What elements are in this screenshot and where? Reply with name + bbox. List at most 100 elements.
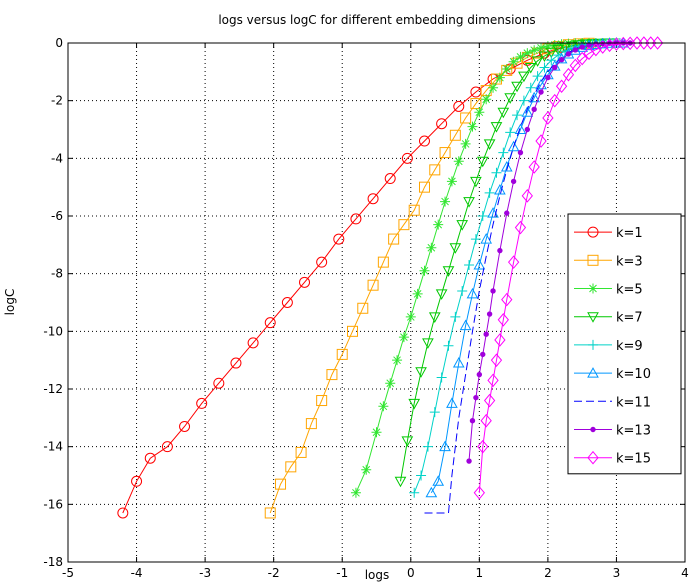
data-point-k-7 — [422, 338, 434, 349]
data-point-k-9 — [498, 147, 509, 158]
y-axis-label: logC — [3, 289, 17, 316]
data-point-k-5 — [361, 464, 372, 475]
data-point-k-1 — [453, 100, 465, 112]
data-point-k-5 — [481, 94, 492, 105]
data-point-k-5 — [378, 401, 389, 412]
data-point-k-15 — [477, 439, 489, 454]
data-point-k-7 — [545, 47, 558, 59]
data-point-k-1 — [230, 357, 242, 369]
data-point-k-7 — [463, 197, 475, 208]
y-tick-label: -8 — [51, 267, 63, 281]
legend-marker-k-3 — [587, 254, 599, 266]
plot-frame — [67, 42, 686, 563]
data-point-k-15 — [490, 353, 503, 367]
data-point-k-9 — [505, 127, 516, 138]
data-point-k-15 — [562, 67, 575, 82]
data-point-k-7 — [511, 81, 523, 93]
data-point-k-10 — [521, 106, 534, 117]
data-point-k-9 — [436, 372, 447, 383]
data-point-k-1 — [281, 297, 293, 308]
data-point-k-9 — [464, 260, 475, 271]
data-point-k-3 — [470, 98, 482, 110]
data-point-k-13 — [545, 74, 551, 81]
data-point-k-3 — [275, 478, 287, 490]
data-point-k-5 — [426, 242, 437, 253]
data-point-k-13 — [480, 351, 486, 358]
y-tick-label: -4 — [51, 151, 63, 165]
legend-marker-k-10 — [587, 367, 599, 378]
data-point-k-3 — [429, 164, 441, 176]
data-point-k-1 — [161, 441, 173, 453]
data-point-k-5 — [474, 107, 485, 118]
data-point-k-5 — [350, 487, 361, 498]
series-k-13 — [466, 40, 633, 464]
y-tick-label: -14 — [43, 440, 63, 454]
data-point-k-15 — [483, 393, 496, 408]
legend-box — [567, 213, 682, 475]
data-point-k-15 — [501, 292, 513, 307]
x-axis-label: logs — [365, 568, 390, 582]
data-point-k-5 — [529, 45, 540, 56]
data-point-k-1 — [117, 507, 129, 519]
data-point-k-3 — [347, 325, 359, 337]
data-point-k-10 — [452, 357, 465, 368]
data-point-k-1 — [316, 256, 328, 268]
data-point-k-10 — [480, 233, 493, 244]
data-point-k-13 — [473, 394, 479, 401]
data-point-k-9 — [457, 285, 468, 296]
legend-label-k-13: k=13 — [616, 424, 651, 439]
data-point-k-15 — [487, 373, 499, 388]
data-point-k-15 — [651, 36, 664, 50]
data-point-k-5 — [433, 219, 444, 230]
data-point-k-5 — [405, 311, 416, 322]
data-point-k-3 — [295, 446, 307, 458]
data-point-k-9 — [525, 82, 536, 93]
y-tick-label: -6 — [51, 209, 63, 223]
data-point-k-9 — [422, 441, 433, 452]
data-point-k-15 — [514, 220, 527, 235]
data-point-k-15 — [576, 51, 588, 66]
data-point-k-13 — [486, 311, 493, 317]
data-point-k-5 — [398, 332, 409, 343]
data-point-k-1 — [367, 193, 379, 205]
data-point-k-7 — [497, 107, 510, 119]
legend-label-k-10: k=10 — [616, 367, 651, 382]
data-point-k-7 — [394, 476, 407, 488]
data-point-k-9 — [443, 340, 454, 351]
x-tick-label: -4 — [131, 566, 143, 580]
x-tick-label: 4 — [681, 566, 689, 580]
data-point-k-3 — [264, 507, 276, 519]
data-point-k-7 — [456, 220, 469, 231]
data-point-k-13 — [565, 51, 572, 57]
x-tick-label: -2 — [268, 566, 280, 580]
x-tick-label: 3 — [613, 566, 621, 580]
data-point-k-13 — [504, 210, 510, 216]
series-line-k-13 — [468, 42, 631, 462]
data-point-k-5 — [440, 196, 451, 207]
data-point-k-13 — [517, 149, 524, 156]
data-point-k-7 — [538, 51, 551, 63]
data-point-k-9 — [429, 407, 440, 418]
data-point-k-15 — [590, 42, 602, 57]
legend-marker-k-1 — [587, 226, 599, 238]
legend: k=1 k=3 k=5 k=7 k=9 k=10 k=11 k=13 k=15 — [567, 213, 682, 475]
data-point-k-5 — [515, 51, 526, 62]
series-k-11 — [424, 42, 617, 514]
data-point-k-3 — [285, 461, 297, 473]
data-point-k-13 — [579, 44, 585, 50]
data-point-k-13 — [558, 57, 565, 63]
data-point-k-9 — [518, 95, 529, 106]
legend-marker-k-15 — [587, 450, 599, 465]
data-point-k-13 — [510, 178, 517, 185]
data-point-k-7 — [449, 243, 462, 254]
chart-title: logs versus logC for different embedding… — [218, 13, 535, 27]
data-point-k-3 — [439, 147, 451, 159]
data-point-k-1 — [131, 475, 143, 487]
data-point-k-1 — [213, 377, 225, 389]
data-point-k-3 — [377, 256, 389, 268]
data-point-k-10 — [528, 91, 541, 103]
data-point-k-5 — [460, 138, 471, 149]
data-point-k-15 — [569, 58, 581, 73]
